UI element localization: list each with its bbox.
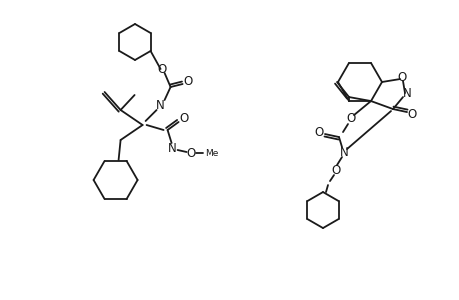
Text: O: O — [313, 126, 323, 139]
Text: O: O — [185, 146, 195, 160]
Text: O: O — [183, 74, 192, 88]
Text: O: O — [346, 112, 355, 124]
Text: O: O — [179, 112, 188, 124]
Text: N: N — [156, 98, 165, 112]
Text: O: O — [157, 62, 166, 76]
Text: Me: Me — [205, 148, 218, 158]
Text: O: O — [407, 108, 416, 121]
Text: N: N — [339, 146, 347, 159]
Text: N: N — [168, 142, 177, 154]
Text: O: O — [330, 164, 340, 177]
Text: N: N — [402, 87, 410, 100]
Text: O: O — [397, 70, 406, 84]
